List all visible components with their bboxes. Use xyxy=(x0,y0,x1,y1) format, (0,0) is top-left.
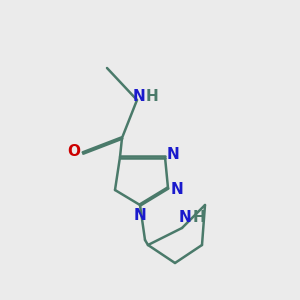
Text: N: N xyxy=(134,208,146,223)
Text: O: O xyxy=(67,144,80,159)
Text: N: N xyxy=(167,147,180,162)
Text: H: H xyxy=(192,210,205,225)
Text: N: N xyxy=(171,182,183,197)
Text: H: H xyxy=(146,89,158,104)
Text: N: N xyxy=(178,210,191,225)
Text: N: N xyxy=(133,89,146,104)
